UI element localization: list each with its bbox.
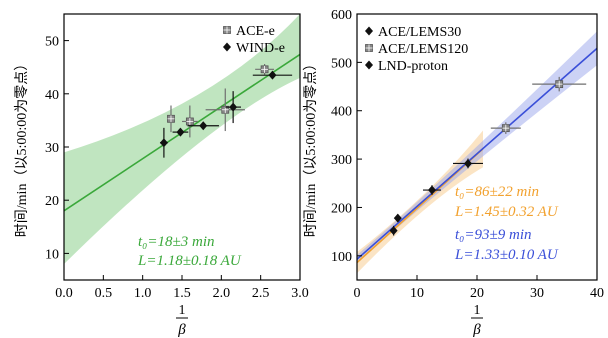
R-xlabel-denominator: β [472,322,481,338]
R-legend-marker-2 [365,60,373,70]
R-xtick-label-4: 40 [590,286,604,301]
left-legend: ACE-e WIND-e [223,24,285,56]
R-xlabel-numerator: 1 [474,303,481,318]
L-s1-p4-marker [268,70,277,80]
left-annotation-L: L=1.18±0.18 AU [137,253,242,269]
L-xtick-label-1: 0.5 [95,286,113,301]
L-s1-p2-marker [199,121,208,131]
right-axis-ticks: 0 10 20 30 40 100 200 300 400 500 600 [331,8,604,301]
L-xtick-label-4: 2.0 [213,286,231,301]
R-s0-p0-marker [393,213,402,223]
left-y-axis-label: 时间/min（以5:00:00为零点） [14,57,30,237]
left-annotation-t0: t₀=18±3 min [138,234,215,250]
R-s0-p2-marker [464,158,472,168]
L-xtick-label-6: 3.0 [291,286,309,301]
L-ytick-label-2: 30 [45,141,59,156]
R-xtick-label-3: 30 [530,286,544,301]
R-s2-p0-marker [389,226,398,236]
L-band-area [64,14,300,265]
L-ytick-label-0: 10 [45,247,59,262]
L-xtick-label-3: 1.5 [173,286,191,301]
R-ytick-label-5: 600 [331,8,352,23]
L-ytick-label-3: 40 [45,88,59,103]
R-legend-label-2: LND-proton [378,59,448,74]
R-ytick-label-4: 500 [331,56,352,71]
R-xtick-label-1: 10 [410,286,424,301]
L-legend-label-0: ACE-e [236,24,275,39]
right-annotation-blue-L: L=1.33±0.10 AU [454,247,559,263]
left-confidence-band [64,14,300,265]
R-xtick-label-2: 20 [470,286,484,301]
L-xlabel-numerator: 1 [179,303,186,318]
R-legend-label-0: ACE/LEMS30 [378,25,461,40]
L-s1-p0-marker [159,138,168,148]
L-xtick-label-5: 2.5 [252,286,270,301]
L-ytick-label-1: 20 [45,194,59,209]
right-annotation-orange-t0: t₀=86±22 min [455,184,539,200]
R-ytick-label-2: 300 [331,153,352,168]
left-data-points [159,64,293,158]
left-axis-ticks: 0.0 0.5 1.0 1.5 2.0 2.5 3.0 10 20 30 40 50 [45,35,309,301]
L-legend-label-1: WIND-e [236,41,285,56]
right-x-axis-label: 1β [471,303,483,338]
R-ytick-label-3: 400 [331,105,352,120]
L-xtick-label-2: 1.0 [134,286,152,301]
left-x-axis-label: 1β [176,303,188,338]
L-ytick-label-4: 50 [45,35,59,50]
L-xlabel-denominator: β [177,322,186,338]
L-s1-p1-marker [176,127,185,137]
R-ytick-label-0: 100 [331,250,352,265]
R-legend-label-1: ACE/LEMS120 [378,42,468,57]
L-s1-p3-marker [229,102,238,112]
L-xtick-label-0: 0.0 [55,286,73,301]
R-ytick-label-1: 200 [331,201,352,216]
right-data-points [389,76,587,236]
left-panel: 0.0 0.5 1.0 1.5 2.0 2.5 3.0 10 20 30 40 50 ACE-e WIN… [14,13,309,338]
right-y-axis-label: 时间/min（以5:00:00为零点） [303,57,319,237]
R-legend-marker-0 [365,26,373,36]
right-legend: ACE/LEMS30 ACE/LEMS120 LND-proton [365,25,468,74]
L-legend-marker-1 [223,42,231,52]
right-annotation-blue-t0: t₀=93±9 min [455,227,532,243]
right-annotation-orange-L: L=1.45±0.32 AU [454,204,559,220]
R-s0-p1-marker [428,185,436,195]
R-xtick-label-0: 0 [354,286,361,301]
